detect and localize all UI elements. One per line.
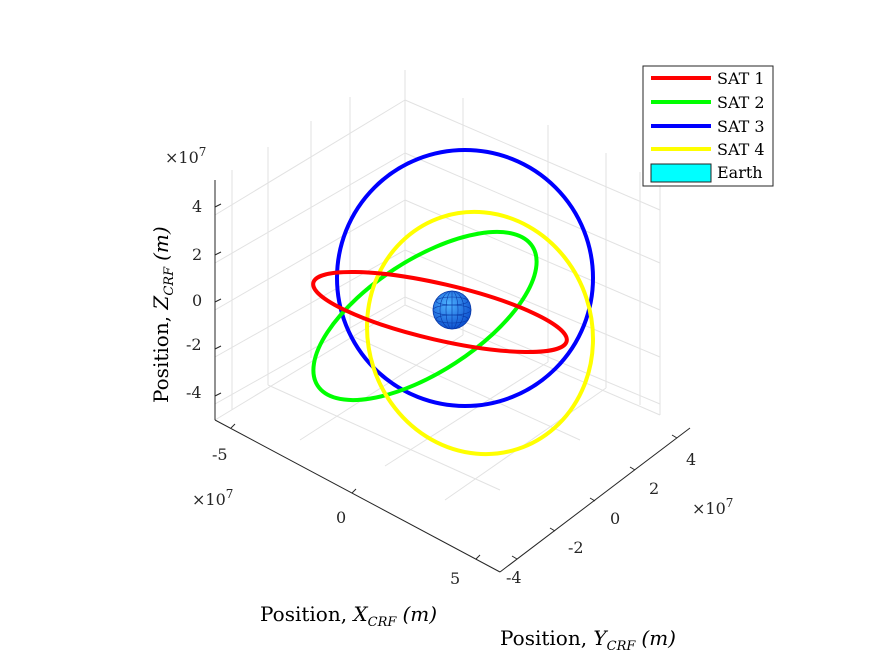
z-tick-label: 2 [192, 245, 202, 264]
x-tick-label: 0 [336, 508, 346, 527]
y-tick-label: 0 [610, 509, 620, 528]
z-tick-mark [214, 345, 222, 350]
orbit-sat4 [365, 209, 595, 457]
x-tick-labels: -5 0 5 [212, 445, 460, 588]
z-tick-mark [214, 203, 222, 208]
y-tick-mark [671, 434, 678, 439]
orbit-sat1 [311, 270, 569, 354]
x-axis-label: Position, XCRF (m) [260, 602, 437, 630]
legend-swatch-earth [650, 163, 712, 183]
legend-label-earth: Earth [717, 163, 763, 182]
z-multiplier: ×107 [165, 145, 206, 167]
legend-label-sat3: SAT 3 [717, 117, 765, 136]
x-tick-mark [230, 423, 236, 429]
y-axis-line [499, 427, 691, 573]
x-tick-label: 5 [450, 569, 460, 588]
x-tick-mark [475, 554, 481, 560]
x-tick-label: -5 [212, 445, 228, 464]
z-axis-label: Position, ZCRF(m) [149, 226, 177, 403]
y-axis-label: Position, YCRF (m) [500, 626, 676, 654]
legend-label-sat2: SAT 2 [717, 93, 765, 112]
x-multiplier: ×107 [192, 487, 233, 509]
y-tick-labels: -4 -2 0 2 4 [506, 450, 696, 587]
orbit-sat2 [311, 229, 539, 403]
y-tick-mark [511, 555, 518, 560]
orbit-sat3 [335, 148, 595, 408]
z-tick-mark [214, 251, 222, 256]
y-multiplier: ×107 [692, 496, 733, 518]
z-tick-label: 4 [192, 197, 202, 216]
x-axis-line [214, 419, 501, 573]
legend-label-sat4: SAT 4 [717, 140, 765, 159]
z-tick-label: -4 [186, 383, 202, 402]
earth-sphere [432, 290, 472, 330]
legend: SAT 1 SAT 2 SAT 3 SAT 4 Earth [642, 65, 774, 187]
y-tick-mark [549, 527, 556, 532]
legend-label-sat1: SAT 1 [717, 69, 765, 88]
grid-lines [214, 70, 661, 501]
y-tick-label: 2 [649, 479, 659, 498]
y-tick-label: -2 [568, 538, 584, 557]
y-tick-label: 4 [686, 450, 696, 469]
z-tick-label: -2 [186, 335, 202, 354]
z-tick-mark [214, 392, 222, 397]
z-tick-label: 0 [192, 291, 202, 310]
y-tick-label: -4 [506, 568, 522, 587]
z-tick-labels: 4 2 0 -2 -4 [186, 197, 202, 402]
axis-lines [214, 180, 691, 573]
orbits [311, 148, 595, 457]
y-tick-mark [629, 466, 636, 471]
z-tick-mark [214, 298, 222, 303]
y-tick-mark [589, 497, 596, 502]
x-tick-mark [351, 488, 357, 494]
tick-marks [214, 203, 678, 560]
